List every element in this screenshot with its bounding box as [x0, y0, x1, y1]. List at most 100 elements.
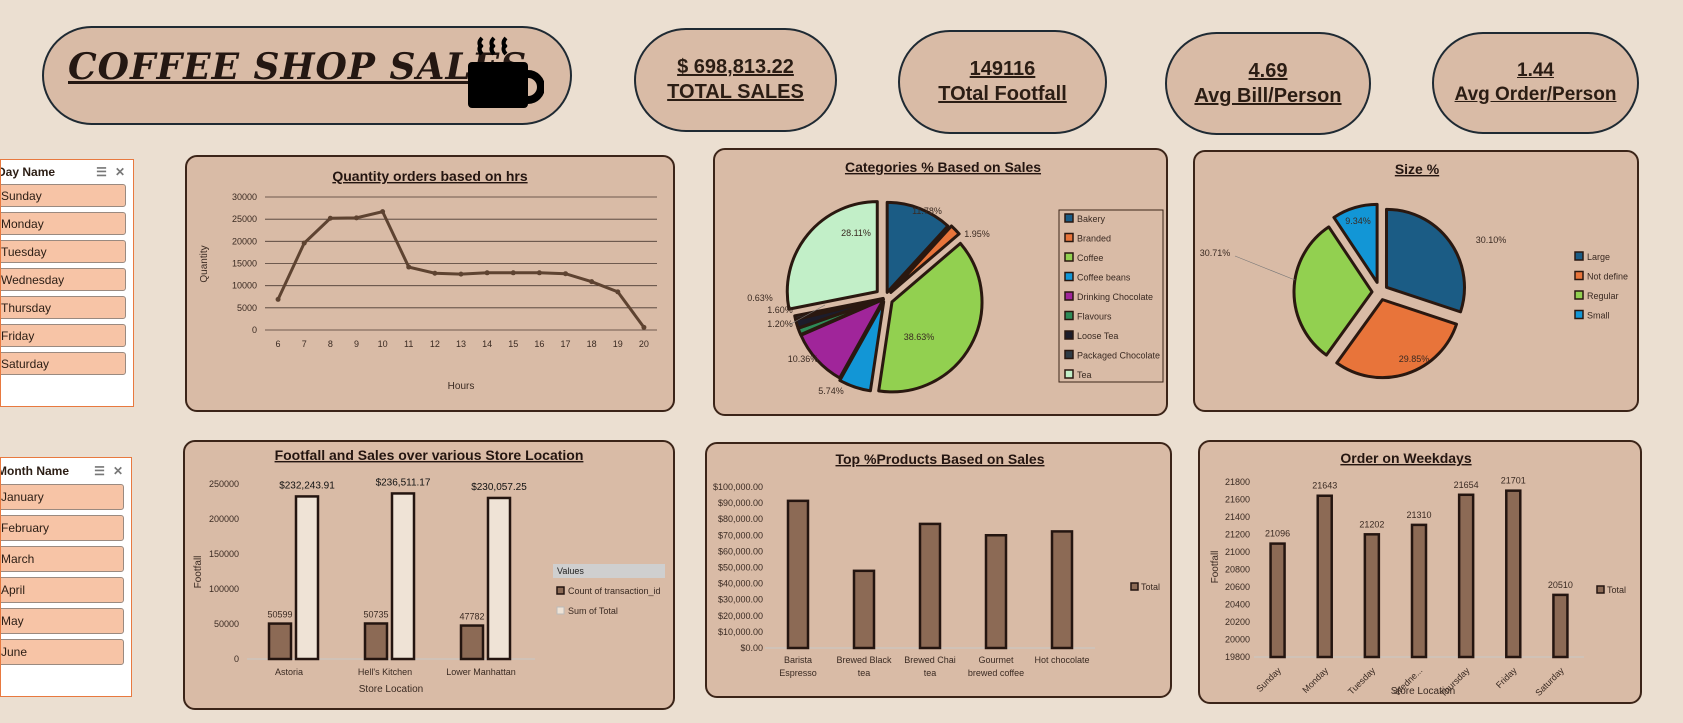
legend-swatch	[1064, 271, 1074, 282]
bar-footfall	[363, 622, 389, 661]
legend-swatch	[1064, 232, 1074, 243]
bar	[1457, 493, 1475, 659]
clear-filter-icon[interactable]: ✕	[112, 464, 123, 478]
y-tick-label: 21800	[1225, 477, 1250, 487]
slice-label: 1.60%	[767, 305, 793, 315]
slicer-item-march[interactable]: March	[1, 546, 124, 572]
slicer-item-january[interactable]: January	[1, 484, 124, 510]
bar-sales	[294, 495, 320, 661]
x-tick-label: Barista	[784, 655, 812, 665]
day-name-slicer: Day Name ☰ ✕ Sunday Monday Tuesday Wednes…	[0, 159, 134, 407]
bar	[1505, 489, 1522, 659]
y-axis-label: Footfall	[193, 556, 204, 589]
leader-line	[1234, 255, 1296, 281]
legend-label: Flavours	[1077, 312, 1112, 322]
slice-label: 1.20%	[767, 319, 793, 329]
x-tick-label: Espresso	[779, 668, 817, 678]
legend-label: Branded	[1077, 234, 1111, 244]
data-point	[301, 240, 307, 246]
coffee-cup-icon	[468, 36, 544, 108]
x-tick-label: 14	[482, 339, 492, 349]
weekday-orders-panel: Order on Weekdays 19800 20000 20200 20400 206…	[1198, 440, 1642, 704]
bar	[852, 569, 876, 650]
size-pie-panel: Size % 30.10% 29.85% 30.71% 9.34% Large Not de…	[1193, 150, 1639, 412]
y-tick-label: 0	[234, 654, 239, 664]
legend-label: Tea	[1077, 370, 1092, 380]
slicer-item-tuesday[interactable]: Tuesday	[1, 240, 126, 263]
y-tick-label: 25000	[232, 214, 257, 224]
kpi-avg-order-label: Avg Order/Person	[1454, 84, 1617, 105]
x-tick-label: Friday	[1494, 665, 1519, 690]
slicer-item-thursday[interactable]: Thursday	[1, 296, 126, 319]
x-tick-label: 12	[430, 339, 440, 349]
slicer-item-saturday[interactable]: Saturday	[1, 352, 126, 375]
data-label: 20510	[1548, 580, 1573, 590]
bar	[1552, 593, 1569, 659]
x-tick-label: Lower Manhattan	[446, 667, 516, 677]
multi-select-icon[interactable]: ☰	[94, 464, 105, 478]
x-tick-label: 11	[404, 339, 413, 349]
legend-label: Count of transaction_id	[568, 586, 661, 596]
x-tick-label: Monday	[1300, 665, 1330, 695]
kpi-avg-bill: 4.69 Avg Bill/Person	[1165, 32, 1371, 135]
kpi-avg-bill-value: 4.69	[1248, 59, 1288, 82]
y-tick-label: 10000	[232, 281, 257, 291]
bar-sales	[486, 496, 512, 661]
top-products-panel: Top %Products Based on Sales $0.00 $10,000…	[705, 442, 1172, 698]
multi-select-icon[interactable]: ☰	[96, 165, 107, 179]
hourly-quantity-line-chart: Quantity orders based on hrs 0 5000 10000 15…	[199, 168, 657, 392]
legend-swatch	[1064, 252, 1074, 262]
kpi-avg-order: 1.44 Avg Order/Person	[1432, 32, 1639, 134]
slicer-item-may[interactable]: May	[1, 608, 124, 634]
slicer-item-sunday[interactable]: Sunday	[1, 184, 126, 207]
x-axis-label: Store Location	[1391, 686, 1456, 697]
y-tick-label: 50000	[214, 619, 239, 629]
data-point	[484, 270, 490, 276]
legend-label: Small	[1587, 311, 1610, 321]
pie-slice	[877, 241, 984, 394]
slicer-item-june[interactable]: June	[1, 639, 124, 665]
kpi-total-sales-label: TOTAL SALES	[667, 81, 804, 103]
pie-slice	[785, 200, 879, 311]
x-tick-label: 10	[378, 339, 388, 349]
pie-slice	[1332, 202, 1379, 284]
legend-label: Bakery	[1077, 214, 1106, 224]
pie-slice	[885, 200, 950, 294]
clear-filter-icon[interactable]: ✕	[114, 165, 125, 179]
x-tick-label: Hell's Kitchen	[358, 667, 412, 677]
bar-footfall	[267, 622, 293, 661]
y-tick-label: $0.00	[740, 643, 763, 653]
y-tick-label: 20400	[1225, 600, 1250, 610]
data-point	[275, 296, 281, 302]
slicer-item-monday[interactable]: Monday	[1, 212, 126, 235]
slice-label: 38.63%	[904, 332, 935, 342]
data-point	[589, 279, 595, 285]
legend-label: Drinking Chocolate	[1077, 292, 1153, 302]
data-label: 21310	[1406, 510, 1431, 520]
chart-title: Categories % Based on Sales	[845, 159, 1041, 175]
data-label: $236,511.17	[376, 477, 431, 488]
legend-label: Coffee	[1077, 253, 1103, 263]
slicer-item-february[interactable]: February	[1, 515, 124, 541]
x-tick-label: Saturday	[1533, 665, 1566, 698]
slice-label: 5.74%	[818, 386, 844, 396]
slicer-item-wednesday[interactable]: Wednesday	[1, 268, 126, 291]
legend-label: Loose Tea	[1077, 331, 1118, 341]
chart-title: Footfall and Sales over various Store Lo…	[275, 447, 584, 463]
x-tick-label: 16	[534, 339, 544, 349]
y-tick-label: 21400	[1225, 512, 1250, 522]
x-tick-label: 6	[276, 339, 281, 349]
bar	[1363, 533, 1381, 659]
data-label: 50735	[363, 609, 388, 619]
slice-label: 29.85%	[1399, 354, 1430, 364]
y-tick-label: 21000	[1225, 547, 1250, 557]
bar-footfall	[459, 624, 485, 661]
legend-label: Coffee beans	[1077, 273, 1131, 283]
slicer-item-friday[interactable]: Friday	[1, 324, 126, 347]
weekday-orders-bar-chart: Order on Weekdays 19800 20000 20200 20400 206…	[1210, 450, 1626, 699]
pie-slice	[889, 224, 961, 294]
slicer-item-april[interactable]: April	[1, 577, 124, 603]
y-tick-label: $20,000.00	[718, 611, 763, 621]
legend-swatch	[1574, 309, 1584, 320]
pie-slice	[1384, 207, 1466, 314]
